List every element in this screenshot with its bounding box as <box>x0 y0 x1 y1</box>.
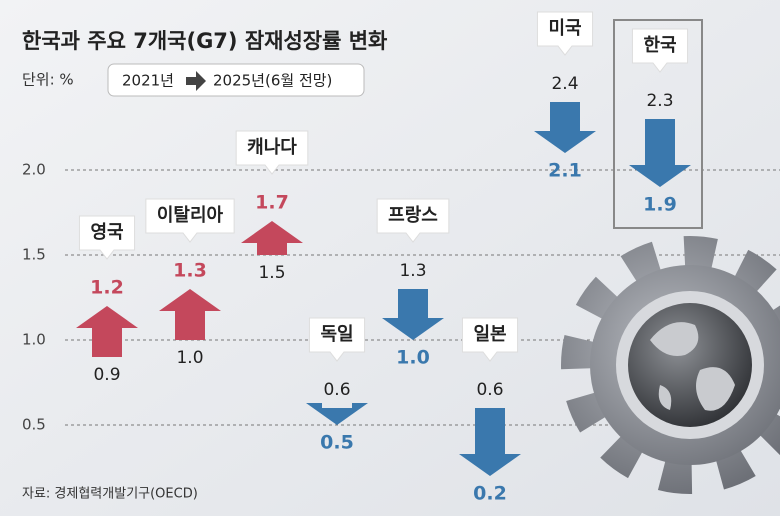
value-label: 1.9 <box>643 194 677 216</box>
legend: 2021년 2025년(6월 전망) <box>107 63 365 97</box>
country-callout: 이탈리아 <box>145 198 235 243</box>
chart-title: 한국과 주요 7개국(G7) 잠재성장률 변화 <box>22 29 388 53</box>
value-label: 2.3 <box>646 91 673 111</box>
value-label: 0.5 <box>320 432 354 454</box>
callout-box <box>145 198 235 243</box>
legend-arrow <box>186 71 206 91</box>
category-label: 프랑스 <box>388 205 438 226</box>
legend-label: 2025년(6월 전망) <box>213 72 332 90</box>
y-tick-label: 0.5 <box>22 416 46 434</box>
callout-box <box>461 317 519 362</box>
callout-box <box>235 130 309 175</box>
value-label: 1.5 <box>258 263 285 283</box>
value-label: 1.3 <box>399 261 426 281</box>
callout-box <box>308 317 366 362</box>
y-tick-label: 1.0 <box>22 331 46 349</box>
arrow <box>306 403 368 425</box>
value-label: 0.6 <box>476 380 503 400</box>
value-label: 0.9 <box>93 365 120 385</box>
country-callout: 한국 <box>631 28 689 73</box>
callout-box <box>78 215 136 260</box>
country-callout: 독일 <box>308 317 366 362</box>
arrow <box>159 289 221 340</box>
value-label: 1.3 <box>173 260 207 282</box>
value-label: 1.0 <box>176 348 203 368</box>
arrow <box>534 102 596 153</box>
arrow <box>382 289 444 340</box>
callout-box <box>536 11 594 56</box>
category-label: 한국 <box>643 35 676 56</box>
source-note: 자료: 경제협력개발기구(OECD) <box>22 487 198 502</box>
country-callout: 캐나다 <box>235 130 309 175</box>
arrow <box>241 221 303 255</box>
legend-box <box>107 63 365 97</box>
callout-box <box>376 198 450 243</box>
value-label: 1.7 <box>255 192 289 214</box>
category-label: 이탈리아 <box>157 205 224 226</box>
country-callout: 프랑스 <box>376 198 450 243</box>
value-label: 1.2 <box>90 277 124 299</box>
arrow <box>76 306 138 357</box>
y-tick-label: 2.0 <box>22 161 46 179</box>
category-label: 일본 <box>473 324 506 345</box>
callout-box <box>631 28 689 73</box>
legend-label: 2021년 <box>122 72 174 90</box>
unit-label: 단위: % <box>22 71 74 89</box>
category-label: 독일 <box>320 324 353 345</box>
category-label: 영국 <box>90 222 123 243</box>
value-label: 2.4 <box>551 74 578 94</box>
value-label: 2.1 <box>548 160 582 182</box>
value-label: 0.6 <box>323 380 350 400</box>
value-label: 0.2 <box>473 483 507 505</box>
highlight-box <box>613 19 703 229</box>
category-label: 캐나다 <box>247 137 297 158</box>
category-label: 미국 <box>548 18 581 39</box>
arrow <box>629 119 691 187</box>
country-callout: 미국 <box>536 11 594 56</box>
gear-illustration <box>561 236 780 494</box>
value-label: 1.0 <box>396 347 430 369</box>
y-tick-label: 1.5 <box>22 246 46 264</box>
country-callout: 영국 <box>78 215 136 260</box>
country-callout: 일본 <box>461 317 519 362</box>
arrow <box>459 408 521 476</box>
